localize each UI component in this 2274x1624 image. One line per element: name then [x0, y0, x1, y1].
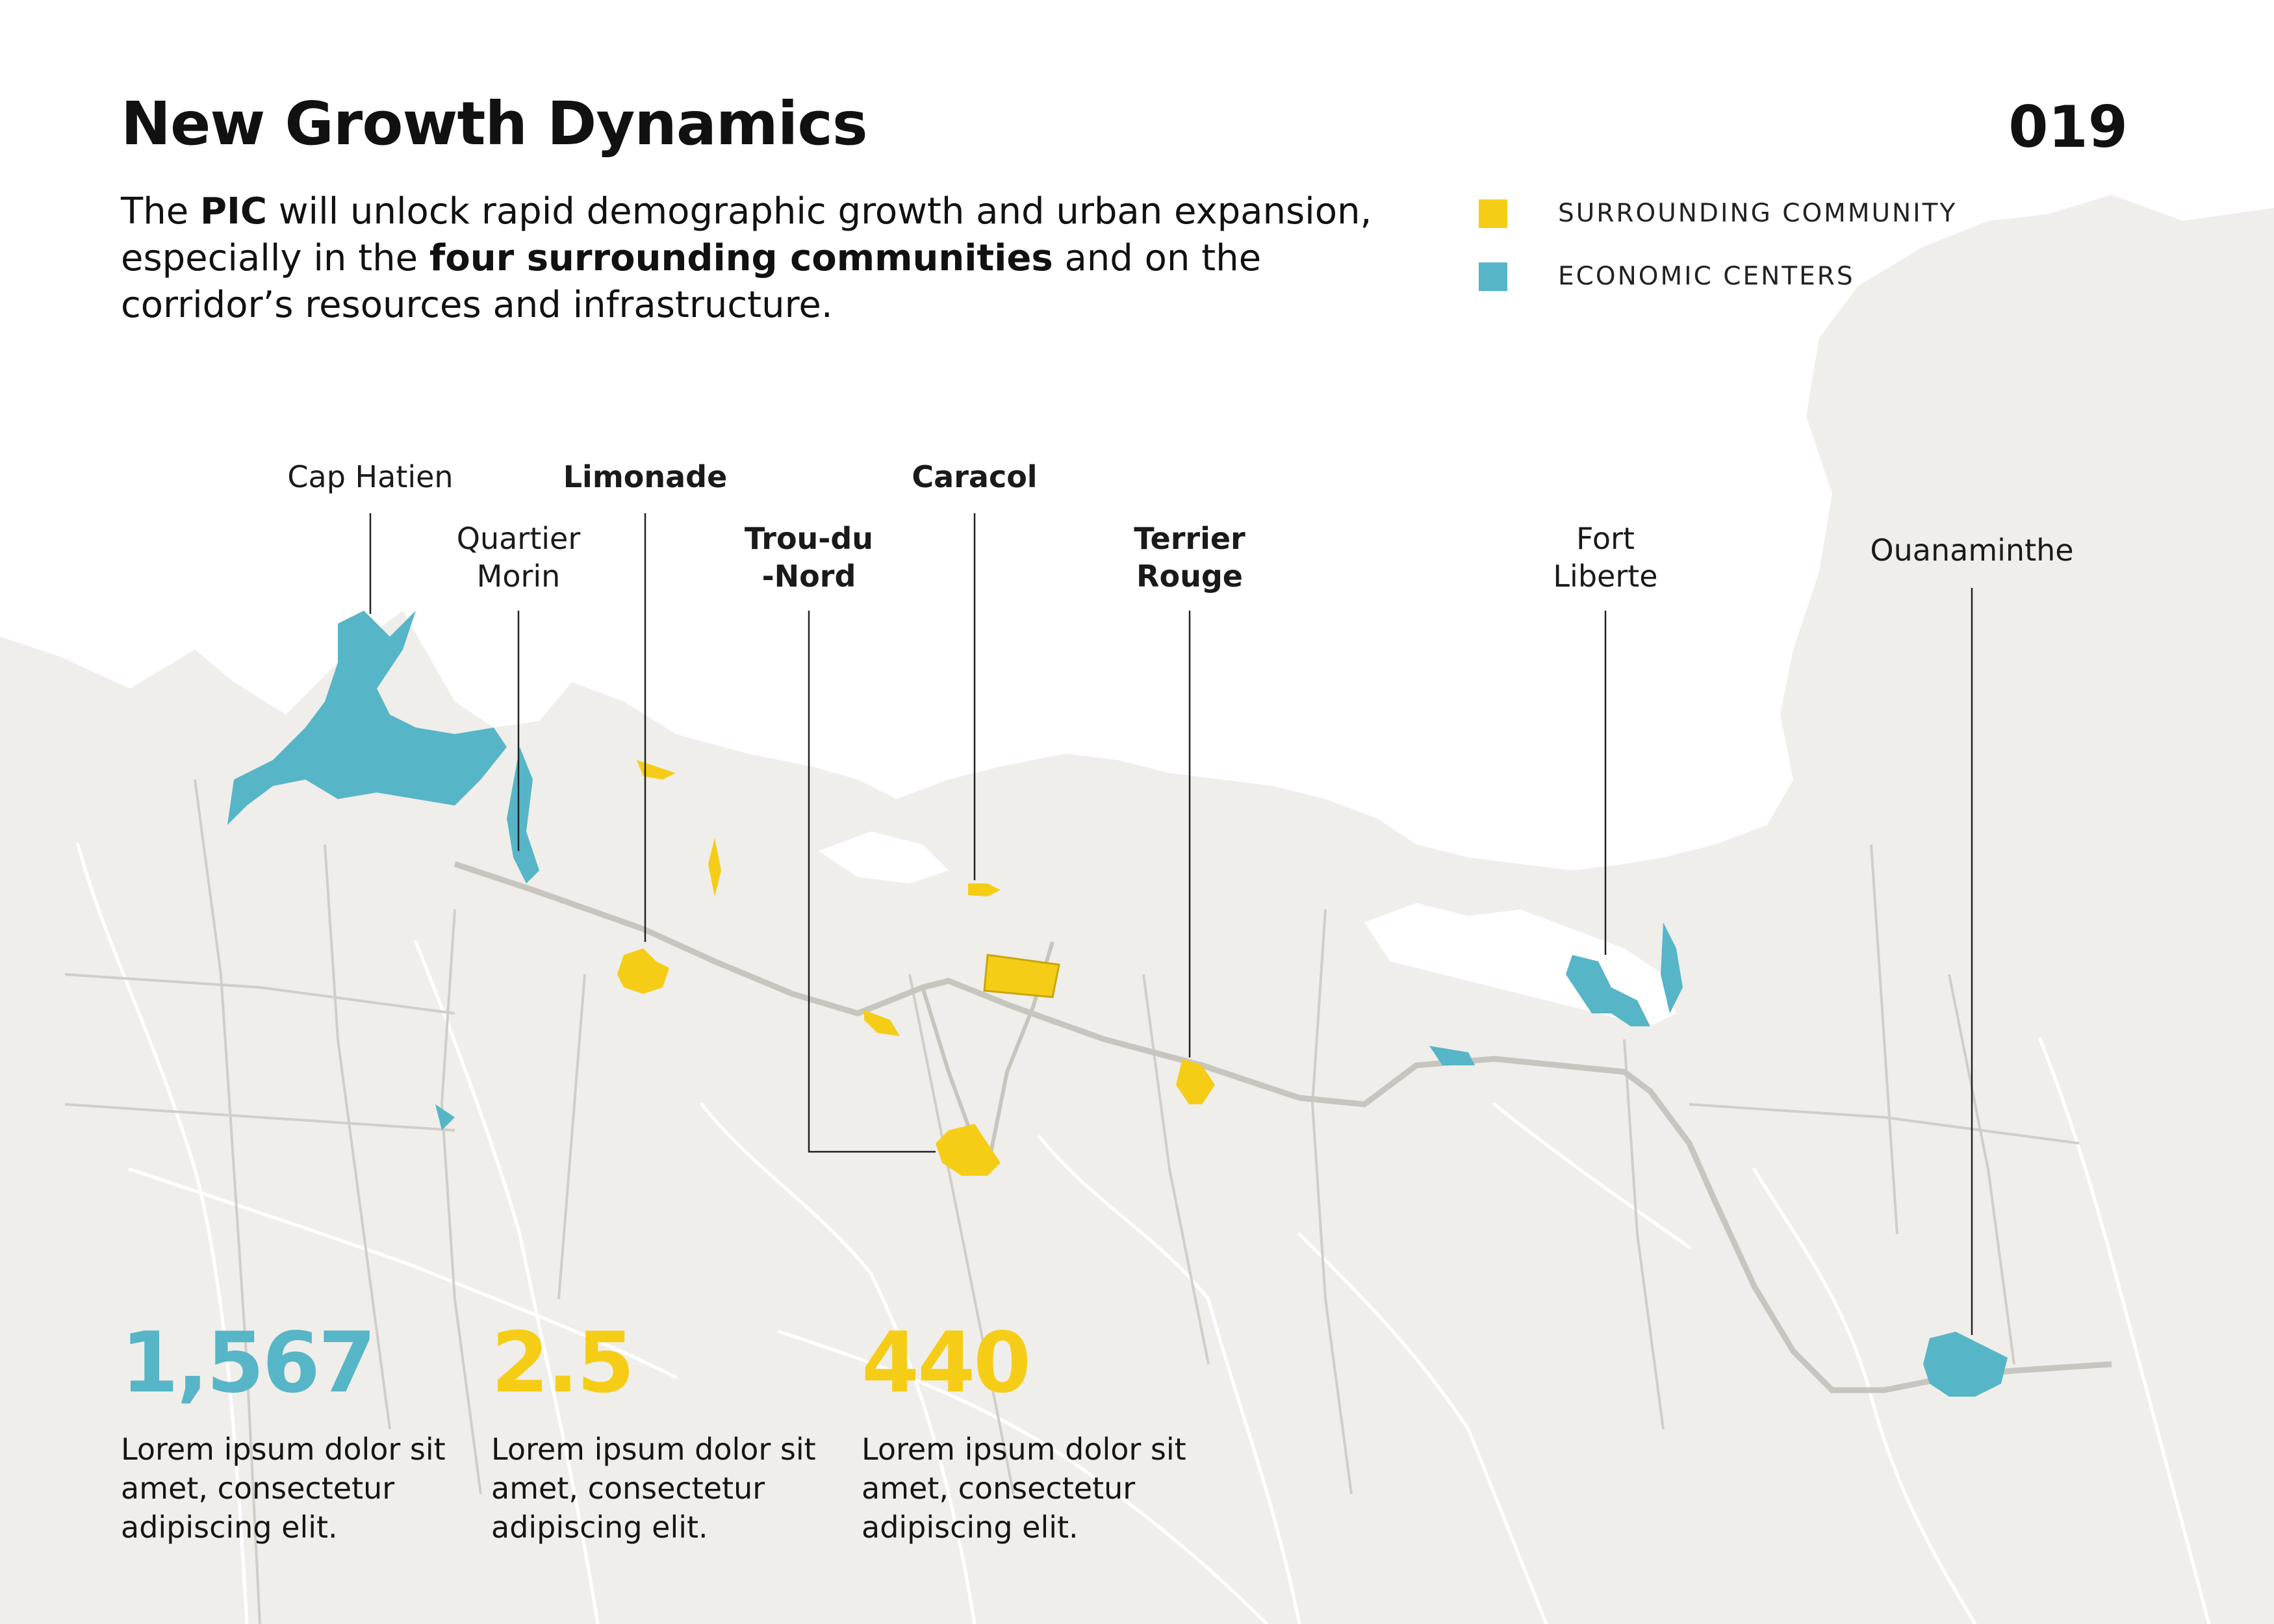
stat-value: 440: [862, 1315, 1031, 1412]
legend-economic: ECONOMIC CENTERS: [1479, 262, 1855, 291]
economic-swatch: [1479, 262, 1507, 291]
label-caracol: Caracol: [912, 458, 1037, 496]
pic-industrial-park: [983, 954, 1060, 998]
place-line-1: Trou-du: [744, 521, 874, 556]
yellow-parcel: [864, 1010, 900, 1036]
stat-value: 1,567: [121, 1315, 376, 1412]
place-line-1: Quartier: [456, 521, 581, 556]
place-line-1: Limonade: [563, 459, 728, 494]
quartier-morin-urban: [507, 747, 539, 883]
intro-bold-1: PIC: [199, 190, 267, 233]
place-line-1: Fort: [1576, 521, 1635, 556]
terrier-rouge-urban: [1176, 1059, 1215, 1104]
label-trou-du-nord: Trou-du -Nord: [745, 520, 873, 595]
fort-liberte-urban: [1566, 955, 1650, 1026]
leader-lines: [369, 513, 1973, 1335]
economic-center-shapes: [227, 611, 2008, 1397]
place-line-1: Terrier: [1134, 521, 1246, 556]
label-fort-liberte: Fort Liberte: [1553, 520, 1657, 595]
intro-text-3: and on the corridor’s resources and infr…: [121, 237, 1262, 326]
intro-paragraph: The PIC will unlock rapid demographic gr…: [121, 188, 1407, 329]
cap-hatien-urban: [227, 611, 507, 825]
intro-text-2: will unlock rapid demographic growth and…: [121, 190, 1372, 279]
surrounding-swatch: [1479, 199, 1507, 228]
label-terrier-rouge: Terrier Rouge: [1134, 520, 1246, 595]
roads: [64, 779, 2080, 1624]
main-highway: [454, 861, 2112, 1393]
place-line-1: Cap Hatien: [287, 459, 454, 494]
intro-bold-2: four surrounding communities: [429, 237, 1053, 279]
legend-surrounding: SURROUNDING COMMUNITY: [1479, 199, 1957, 228]
label-cap-hatien: Cap Hatien: [287, 458, 453, 496]
label-quartier-morin: Quartier Morin: [457, 520, 581, 595]
ouanaminthe-urban: [1923, 1332, 2008, 1397]
page-number: 019: [2008, 94, 2128, 160]
surrounding-label: SURROUNDING COMMUNITY: [1558, 199, 1958, 228]
rivers: [76, 843, 2211, 1624]
limonade-urban: [617, 948, 669, 994]
intro-text-1: The: [121, 190, 200, 233]
stat-description: Lorem ipsum dolor sit amet, consectetur …: [121, 1432, 446, 1545]
place-line-2: -Nord: [761, 559, 856, 594]
surrounding-community-shapes: [617, 760, 1215, 1176]
place-line-2: Liberte: [1553, 559, 1658, 594]
lagoon-water: [819, 831, 949, 883]
place-line-1: Ouanaminthe: [1870, 533, 2074, 568]
label-ouanaminthe: Ouanaminthe: [1870, 531, 2073, 569]
economic-label: ECONOMIC CENTERS: [1558, 262, 1855, 291]
stat-value: 2.5: [491, 1315, 635, 1412]
page-title: New Growth Dynamics: [121, 89, 868, 159]
place-line-2: Rouge: [1136, 559, 1243, 594]
label-limonade: Limonade: [563, 458, 728, 496]
stat-description: Lorem ipsum dolor sit amet, consectetur …: [862, 1432, 1186, 1545]
fort-liberte-urban-east: [1661, 922, 1683, 1013]
trou-du-nord-urban: [936, 1124, 1001, 1176]
land-mass: [0, 195, 2274, 1624]
place-line-2: Morin: [476, 559, 561, 594]
caracol-urban: [968, 883, 1001, 896]
stat-2: 2.5 Lorem ipsum dolor sit amet, consecte…: [491, 1322, 816, 1547]
stat-3: 440 Lorem ipsum dolor sit amet, consecte…: [862, 1322, 1186, 1547]
place-line-1: Caracol: [912, 459, 1038, 494]
stat-1: 1,567 Lorem ipsum dolor sit amet, consec…: [121, 1322, 446, 1547]
stat-description: Lorem ipsum dolor sit amet, consectetur …: [491, 1432, 816, 1545]
